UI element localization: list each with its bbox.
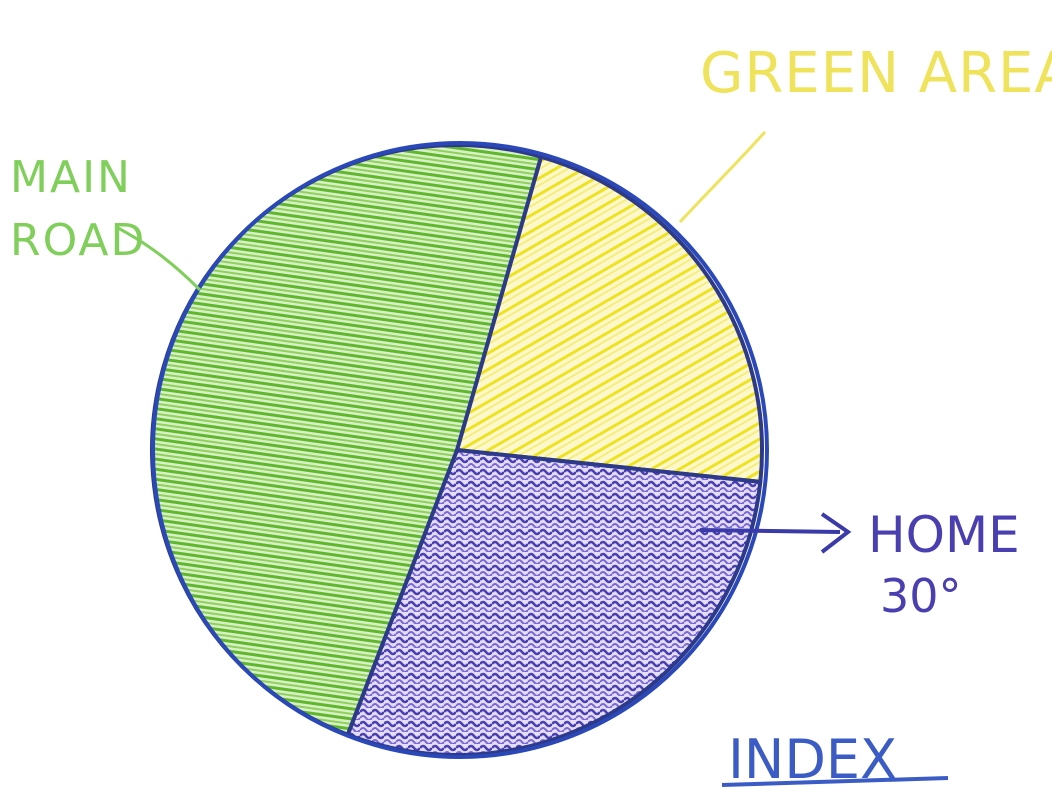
home-leader-arrow bbox=[699, 528, 841, 534]
green-area-leader-line bbox=[678, 130, 767, 224]
slice-label-home: HOME 30° bbox=[699, 506, 1020, 623]
home-label: HOME bbox=[868, 506, 1020, 564]
green-area-label: GREEN AREA bbox=[700, 41, 1052, 106]
main-road-label-line1: MAIN bbox=[10, 152, 132, 203]
home-angle-label: 30° bbox=[880, 569, 962, 623]
slice-label-green-area: GREEN AREA bbox=[678, 41, 1052, 224]
slice-label-main-road: MAIN ROAD bbox=[10, 152, 202, 292]
pie-outline bbox=[151, 141, 769, 759]
pie-slice-green-area bbox=[455, 154, 764, 484]
main-road-label-line2: ROAD bbox=[10, 215, 146, 266]
main-road-leader-line bbox=[117, 226, 202, 292]
home-arrow-head bbox=[820, 512, 852, 554]
legend-title-underline bbox=[721, 776, 949, 787]
legend-title-group: INDEX bbox=[721, 728, 949, 791]
